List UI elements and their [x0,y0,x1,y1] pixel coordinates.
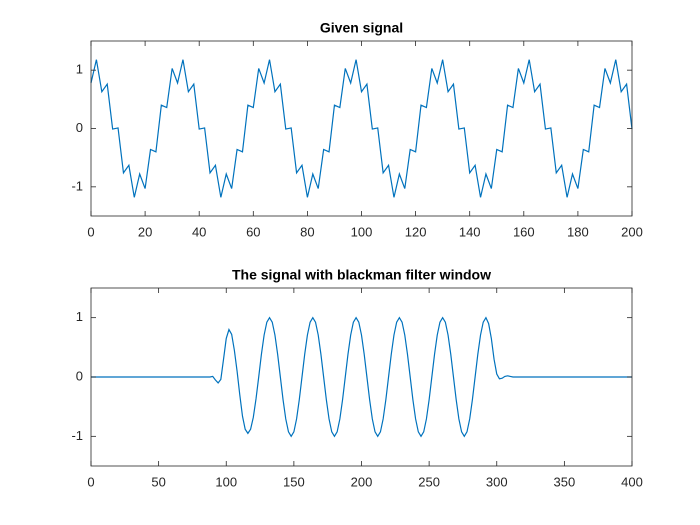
y-tick-label: 1 [76,309,83,324]
x-tick-label: 0 [87,224,94,239]
y-tick-label: -1 [71,428,83,443]
x-tick-label: 100 [351,224,373,239]
x-tick-label: 150 [283,474,305,489]
x-tick-label: 100 [215,474,237,489]
x-tick-label: 350 [554,474,576,489]
chart-title: The signal with blackman filter window [232,267,491,283]
x-tick-label: 140 [459,224,481,239]
axes-background [91,41,632,216]
x-tick-label: 300 [486,474,508,489]
x-tick-label: 180 [567,224,589,239]
x-tick-label: 0 [87,474,94,489]
signal-line [90,59,633,198]
chart-title: Given signal [320,20,403,36]
y-tick-label: 0 [76,368,83,383]
x-tick-label: 60 [246,224,260,239]
x-tick-label: 80 [300,224,314,239]
x-tick-label: 160 [513,224,535,239]
x-tick-label: 400 [621,474,643,489]
y-tick-label: 0 [76,120,83,135]
x-tick-label: 40 [192,224,206,239]
y-tick-label: -1 [71,178,83,193]
x-tick-label: 200 [621,224,643,239]
y-tick-label: 1 [76,62,83,77]
x-tick-label: 200 [351,474,373,489]
x-tick-label: 50 [151,474,165,489]
signal-line [91,316,632,438]
x-tick-label: 120 [405,224,427,239]
x-tick-label: 250 [418,474,440,489]
x-tick-label: 20 [138,224,152,239]
